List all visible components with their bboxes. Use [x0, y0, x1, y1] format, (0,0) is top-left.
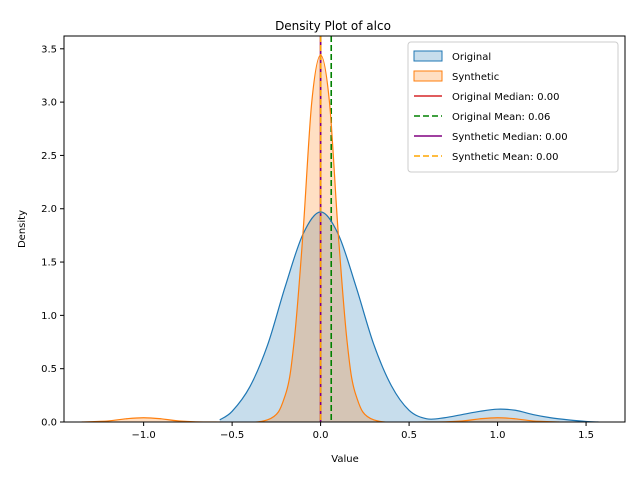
chart-title: Density Plot of alco [275, 19, 391, 33]
x-tick-label: 1.5 [578, 430, 594, 441]
legend-swatch-0 [413, 50, 443, 62]
y-tick-label: 1.5 [41, 258, 57, 269]
plot-frame [63, 35, 626, 423]
reference-lines [319, 36, 333, 422]
x-axis: −1.0 −0.5 0.0 0.5 1.0 1.5 [131, 422, 594, 441]
x-tick-label: 1.0 [490, 430, 506, 441]
x-tick-label: 0.5 [401, 430, 417, 441]
legend: Original Synthetic Original Median: 0.00 Or… [407, 41, 619, 173]
legend-label-3: Original Mean: 0.06 [452, 112, 550, 123]
y-tick-label: 3.5 [41, 44, 57, 55]
y-tick-label: 2.5 [41, 151, 57, 162]
x-axis-label: Value [331, 454, 358, 465]
legend-box [407, 41, 619, 173]
density-line-1 [81, 54, 560, 422]
density-fill-0 [219, 211, 599, 422]
legend-label-0: Original [452, 52, 491, 63]
y-tick-label: 2.0 [41, 204, 57, 215]
legend-label-2: Original Median: 0.00 [452, 92, 560, 103]
density-lines [81, 54, 599, 422]
legend-label-5: Synthetic Mean: 0.00 [452, 152, 558, 163]
density-line-0 [219, 211, 599, 422]
y-tick-label: 1.0 [41, 311, 57, 322]
y-axis-label: Density [17, 210, 28, 248]
y-tick-label: 0.0 [41, 418, 57, 429]
y-tick-label: 3.0 [41, 98, 57, 109]
legend-label-1: Synthetic [452, 72, 499, 83]
y-tick-label: 0.5 [41, 364, 57, 375]
y-axis: 0.0 0.5 1.0 1.5 2.0 2.5 3.0 3.5 [41, 44, 64, 429]
legend-label-4: Synthetic Median: 0.00 [452, 132, 568, 143]
legend-swatch-1 [413, 70, 443, 82]
x-tick-label: −0.5 [220, 430, 244, 441]
x-tick-label: −1.0 [131, 430, 155, 441]
x-tick-label: 0.0 [313, 430, 329, 441]
